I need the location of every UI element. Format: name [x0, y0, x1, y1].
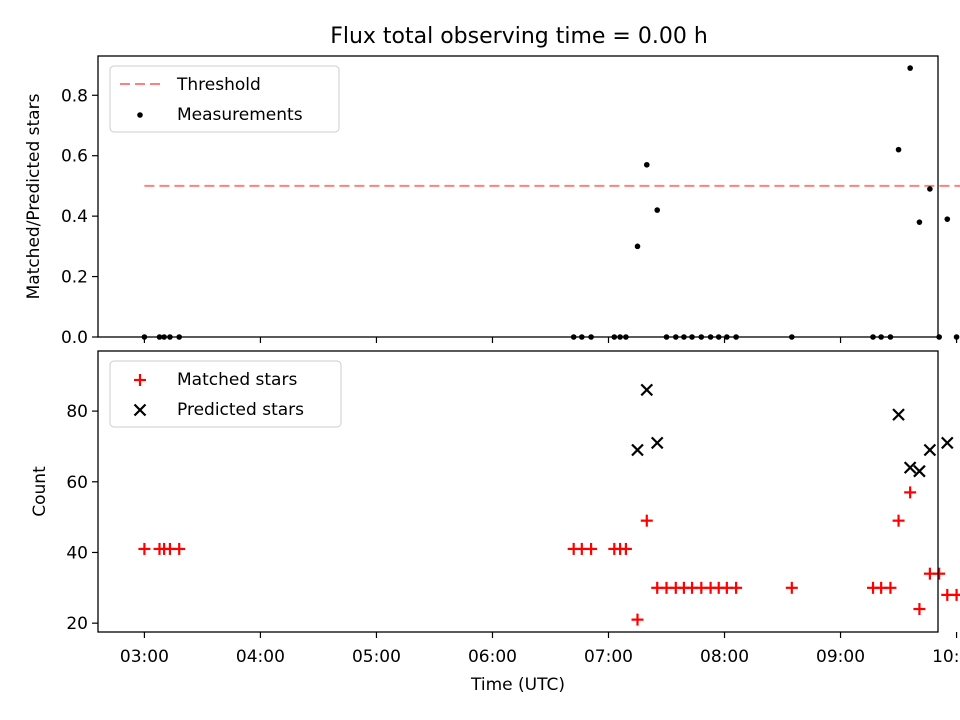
predicted-legend-label: Predicted stars	[177, 400, 304, 420]
matched-legend-icon	[134, 374, 146, 386]
x-tick-label: 05:00	[352, 647, 401, 667]
measurement-points	[141, 65, 960, 340]
top-y-tick-label: 0.8	[61, 86, 88, 106]
predicted-star-point	[903, 461, 917, 474]
x-tick-label: 07:00	[584, 647, 633, 667]
predicted-star-point	[892, 408, 905, 421]
top-y-axis-label: Matched/Predicted stars	[24, 93, 44, 299]
predicted-star-point	[640, 383, 654, 397]
bottom-y-axis-label: Count	[30, 466, 50, 517]
measurements-legend-label: Measurements	[177, 105, 303, 125]
predicted-star-point	[923, 443, 937, 457]
top-y-ticks: 0.0 0.2 0.4 0.6 0.8	[61, 86, 98, 348]
x-tick-label: 10:00	[932, 647, 960, 667]
measurement-point	[907, 65, 913, 71]
bottom-y-tick-label: 20	[66, 614, 88, 634]
x-tick-label: 03:00	[120, 647, 169, 667]
top-axes-frame	[97, 55, 939, 338]
top-legend: Threshold Measurements	[109, 65, 340, 133]
matched-star-point	[640, 514, 653, 527]
x-tick-label: 06:00	[468, 647, 517, 667]
measurement-point	[895, 146, 902, 153]
predicted-star-point	[941, 436, 954, 450]
matched-star-point	[138, 542, 151, 555]
measurement-point	[916, 219, 923, 225]
bottom-y-ticks: 20 40 60 80	[66, 402, 98, 634]
top-legend-box	[109, 65, 340, 133]
top-y-tick-label: 0.0	[61, 328, 88, 348]
predicted-star-point	[631, 443, 644, 457]
matched-legend-label: Matched stars	[177, 370, 297, 390]
measurement-point	[654, 207, 661, 213]
matched-star-point	[933, 567, 946, 580]
matched-star-point	[785, 581, 798, 594]
bottom-y-tick-label: 60	[66, 473, 88, 493]
bottom-y-tick-label: 40	[66, 543, 88, 563]
chart-title: Flux total observing time = 0.00 h	[330, 24, 708, 49]
bottom-legend-box	[109, 360, 342, 428]
measurement-point	[927, 186, 933, 192]
matched-star-point	[904, 486, 917, 499]
predicted-star-point	[650, 436, 664, 450]
x-tick-label: 09:00	[816, 647, 865, 667]
x-axis-label: Time (UTC)	[470, 675, 565, 695]
matched-star-point	[631, 613, 644, 626]
top-x-ticks	[143, 337, 958, 343]
matched-star-point	[173, 542, 186, 555]
matched-star-point	[913, 603, 926, 616]
bottom-legend: Matched stars Predicted stars	[109, 360, 342, 428]
x-tick-label: 08:00	[700, 647, 749, 667]
predicted-star-points	[631, 383, 954, 478]
measurement-point	[944, 216, 951, 222]
matched-star-point	[585, 542, 598, 555]
bottom-x-ticks: 03:00 04:00 05:00 06:00 07:00 08:00 09:00 10:00…	[120, 632, 960, 667]
x-tick-label: 04:00	[236, 647, 285, 667]
bottom-axes-frame	[97, 350, 939, 633]
top-y-tick-label: 0.6	[61, 147, 88, 167]
matched-star-point	[950, 588, 960, 601]
bottom-y-tick-label: 80	[66, 402, 88, 422]
top-y-tick-label: 0.2	[61, 268, 88, 288]
matched-star-point	[892, 514, 905, 527]
measurement-point	[634, 243, 641, 250]
threshold-legend-label: Threshold	[176, 75, 261, 95]
measurement-point	[643, 161, 650, 168]
top-y-tick-label: 0.4	[61, 207, 88, 227]
top-panel: 0.00.20.40.60.8 Matched/Predicted stars …	[24, 55, 960, 348]
measurement-point	[953, 334, 960, 340]
predicted-star-point	[913, 464, 926, 478]
matched-star-point	[619, 542, 632, 555]
matched-star-point	[730, 581, 743, 594]
measurements-legend-icon	[137, 112, 143, 118]
matched-star-point	[884, 581, 897, 594]
predicted-legend-icon	[133, 403, 147, 417]
matched-star-points	[138, 486, 960, 626]
